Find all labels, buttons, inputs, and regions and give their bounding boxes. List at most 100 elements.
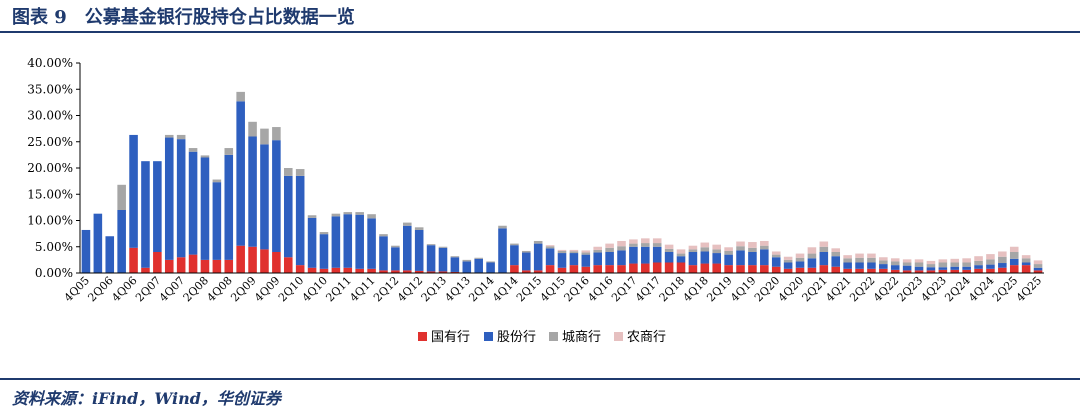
bar-segment-joint xyxy=(117,210,126,273)
bar-segment-joint xyxy=(379,236,388,271)
bar-segment-state xyxy=(783,268,793,273)
bar-segment-rural xyxy=(688,245,698,250)
bar-segment-city xyxy=(843,258,852,263)
bar-segment-joint xyxy=(355,214,364,269)
x-tick-label: 4Q14 xyxy=(490,274,520,304)
bar-segment-city xyxy=(295,169,305,176)
bar-segment-joint xyxy=(248,136,257,247)
bar-segment-state xyxy=(771,266,781,273)
bar-segment-state xyxy=(343,267,353,273)
bar-segment-joint xyxy=(164,137,174,260)
bar-segment-city xyxy=(641,243,650,247)
bar-segment-rural xyxy=(914,259,924,263)
bar-segment-rural xyxy=(760,240,769,246)
bar-segment-state xyxy=(688,265,698,274)
bar-segment-joint xyxy=(831,256,841,267)
bar-segment-rural xyxy=(867,253,876,258)
bar-segment-state xyxy=(153,252,162,273)
legend-swatch xyxy=(549,332,558,341)
bar-segment-state xyxy=(200,259,210,274)
bar-segment-joint xyxy=(914,266,924,271)
bar-segment-city xyxy=(795,257,805,262)
stacked-bar-chart: 0.00% 5.00% 10.00% 15.00% 20.00% 25.00% 30.00%… xyxy=(27,56,1044,345)
bar-segment-joint xyxy=(664,252,674,263)
bar-segment-city xyxy=(783,259,793,263)
bar-segment-joint xyxy=(938,267,948,270)
bar-segment-joint xyxy=(93,213,103,273)
bar-segment-rural xyxy=(795,253,805,258)
y-tick-label: 10.00% xyxy=(27,214,73,228)
bar-segment-rural xyxy=(700,242,710,248)
y-axis: 0.00% 5.00% 10.00% 15.00% 20.00% 25.00% 30.00%… xyxy=(27,56,81,280)
x-tick-label: 4Q10 xyxy=(300,274,330,304)
bar-segment-state xyxy=(569,265,579,274)
bar-segment-rural xyxy=(998,251,1007,257)
x-axis: 4Q052Q064Q062Q074Q072Q084Q082Q094Q092Q10… xyxy=(62,272,1044,304)
bar-segment-joint xyxy=(641,246,650,264)
bar-segment-state xyxy=(557,267,567,273)
bar-segment-state xyxy=(379,270,388,274)
bar-segment-joint xyxy=(414,229,424,271)
bar-segment-joint xyxy=(879,264,888,269)
bar-segment-city xyxy=(652,243,662,247)
bar-segment-state xyxy=(248,246,257,273)
y-tick-label: 15.00% xyxy=(27,187,73,201)
bar-segment-joint xyxy=(736,250,745,266)
bar-segment-city xyxy=(867,257,876,263)
bar-segment-joint xyxy=(890,265,900,270)
bar-segment-state xyxy=(545,265,555,274)
bar-segment-state xyxy=(843,268,852,273)
bar-segment-city xyxy=(343,212,353,215)
bar-segment-rural xyxy=(890,258,900,262)
bar-segment-joint xyxy=(510,245,519,266)
bar-segment-city xyxy=(712,249,721,254)
bar-segment-joint xyxy=(557,253,567,268)
y-tick-label: 5.00% xyxy=(35,240,73,254)
x-tick-label: 4Q23 xyxy=(919,274,949,304)
bar-segment-joint xyxy=(391,247,400,271)
source-rule xyxy=(0,378,1080,380)
bar-segment-rural xyxy=(771,251,781,255)
bar-segment-joint xyxy=(486,262,495,273)
bar-segment-rural xyxy=(1021,255,1031,259)
bar-segment-rural xyxy=(605,243,614,248)
bar-segment-state xyxy=(414,270,424,273)
bar-segment-joint xyxy=(533,243,543,271)
bar-segment-city xyxy=(950,262,960,267)
bar-segment-city xyxy=(569,251,579,254)
bar-segment-city xyxy=(1033,264,1043,268)
legend-label: 股份行 xyxy=(497,330,536,345)
bar-segment-joint xyxy=(153,161,162,252)
bar-segment-city xyxy=(403,222,412,226)
bar-segment-city xyxy=(664,248,674,252)
bar-segment-joint xyxy=(950,266,960,270)
bar-segment-city xyxy=(272,127,281,141)
bar-segment-state xyxy=(974,268,983,273)
bar-segment-rural xyxy=(831,248,841,252)
bar-segment-city xyxy=(236,91,245,102)
bar-segment-state xyxy=(902,270,912,274)
bar-segment-rural xyxy=(652,238,662,244)
title-rule xyxy=(0,31,1080,33)
bar-segment-joint xyxy=(1009,258,1019,266)
bar-segment-city xyxy=(974,260,983,266)
bar-segment-state xyxy=(736,265,745,274)
x-tick-label: 2Q24 xyxy=(942,274,972,304)
bar-segment-joint xyxy=(283,175,293,258)
bar-segment-joint xyxy=(629,246,638,264)
bar-segment-joint xyxy=(236,101,245,246)
bar-segment-joint xyxy=(617,250,626,266)
bar-segment-rural xyxy=(783,256,793,260)
bar-segment-state xyxy=(331,267,341,273)
bar-segment-city xyxy=(760,245,769,250)
bar-segment-joint xyxy=(462,261,472,273)
bar-segment-rural xyxy=(819,241,829,247)
x-tick-label: 2Q14 xyxy=(466,274,496,304)
bar-segment-city xyxy=(926,264,936,268)
bar-segment-city xyxy=(212,179,222,183)
bar-segment-joint xyxy=(272,140,281,252)
x-tick-label: 2Q19 xyxy=(704,274,734,304)
bar-segment-joint xyxy=(438,247,448,272)
bar-segment-state xyxy=(307,267,317,273)
x-tick-label: 4Q16 xyxy=(585,274,615,304)
